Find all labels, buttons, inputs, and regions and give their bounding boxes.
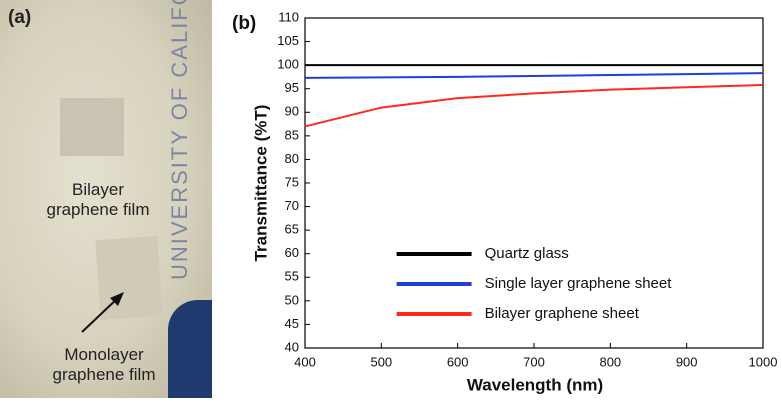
y-tick-label: 70 [285,198,299,213]
x-tick-label: 1000 [749,354,778,369]
panel-label: (b) [232,13,256,34]
y-tick-label: 90 [285,104,299,119]
x-tick-label: 700 [523,354,545,369]
y-tick-label: 40 [285,339,299,354]
x-axis-title: Wavelength (nm) [467,375,603,394]
y-tick-label: 65 [285,222,299,237]
y-tick-label: 85 [285,127,299,142]
y-tick-label: 105 [277,33,299,48]
x-tick-label: 600 [447,354,469,369]
series-line [305,85,763,126]
legend-label: Quartz glass [485,245,569,262]
legend-label: Bilayer graphene sheet [485,305,640,322]
x-tick-label: 500 [370,354,392,369]
chart: (b) Wavelength (nm) Transmittance (%T) 4… [0,0,782,403]
series-line [305,73,763,78]
y-tick-label: 100 [277,57,299,72]
y-tick-label: 45 [285,316,299,331]
x-tick-label: 800 [599,354,621,369]
legend-label: Single layer graphene sheet [485,275,673,292]
y-tick-label: 50 [285,292,299,307]
y-tick-label: 75 [285,174,299,189]
y-tick-label: 80 [285,151,299,166]
y-tick-label: 60 [285,245,299,260]
y-axis-title: Transmittance (%T) [251,105,270,262]
x-tick-label: 400 [294,354,316,369]
y-tick-label: 95 [285,80,299,95]
y-tick-label: 110 [278,9,299,24]
x-tick-label: 900 [676,354,698,369]
y-tick-label: 55 [285,269,299,284]
plot-frame [305,18,763,348]
page: UNIVERSITY OF CALIFOR (a) Bilayer graphe… [0,0,782,403]
